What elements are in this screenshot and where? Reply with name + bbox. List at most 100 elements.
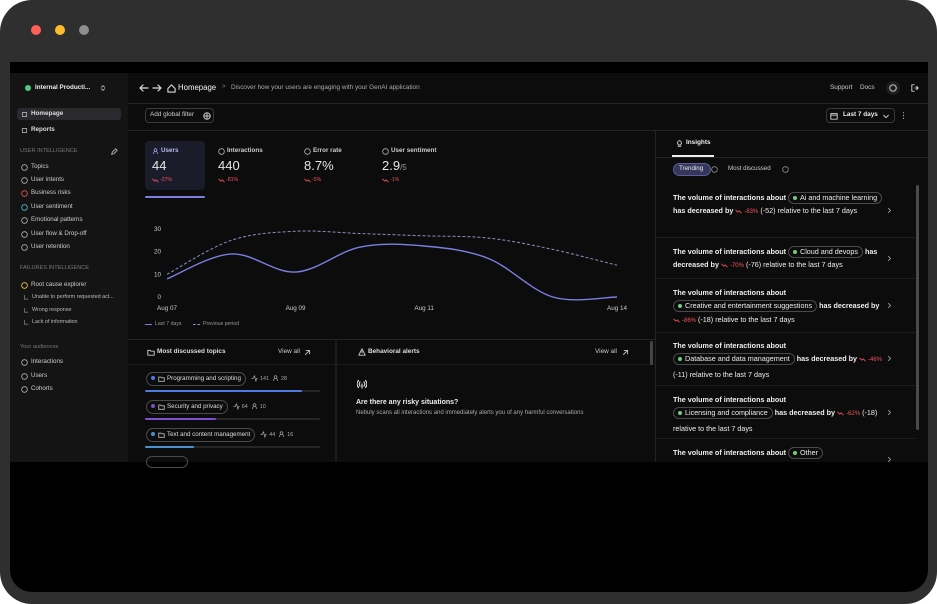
workspace-switch-shape <box>100 85 106 91</box>
insight-verb: has decreased by <box>796 354 858 364</box>
item-icon <box>21 203 28 211</box>
topics-view-all[interactable]: View all <box>278 347 300 355</box>
topic-chip[interactable]: Programming and scripting <box>146 372 246 386</box>
sidebar-item[interactable]: Wrong response <box>32 307 72 314</box>
metric-icon-shape <box>382 147 389 155</box>
alerts-view-all[interactable]: View all <box>595 347 617 355</box>
item-icon-shape <box>21 358 28 366</box>
topic-name: Licensing and compliance <box>685 408 768 418</box>
users-icon <box>251 403 257 409</box>
chevron <box>888 302 891 308</box>
delta-arrow <box>152 178 159 182</box>
topics-title: Most discussed topics <box>157 347 226 355</box>
add-filter-button[interactable] <box>145 108 214 123</box>
metric-label[interactable]: Interactions <box>227 146 263 154</box>
workspace-name[interactable]: Internal Producti... <box>35 83 91 91</box>
dropdown-icon-shape <box>883 114 889 118</box>
topic-chip[interactable]: Security and privacy <box>146 400 228 414</box>
nav-item[interactable]: Homepage <box>31 109 64 117</box>
topic-interactions: 44 <box>269 432 276 438</box>
delta-arrow <box>859 357 866 362</box>
breadcrumb-page[interactable]: Homepage <box>178 82 217 92</box>
users-icon-shape <box>251 403 257 409</box>
item-icon <box>21 216 28 224</box>
insight-item[interactable]: The volume of interactions about Ai and … <box>673 191 885 220</box>
sidebar-item[interactable]: User retention <box>31 242 70 250</box>
topic-users: 16 <box>287 432 294 438</box>
sidebar-item[interactable]: User intents <box>31 175 65 183</box>
support-link[interactable]: Support <box>830 83 853 91</box>
sidebar-item[interactable]: Topics <box>31 162 49 170</box>
topic-chip[interactable]: Text and content management <box>146 428 256 442</box>
metric-delta: -81% <box>226 176 239 183</box>
docs-link[interactable]: Docs <box>860 83 875 91</box>
item-icon <box>21 176 28 184</box>
delta-arrow-shape <box>721 263 728 268</box>
topic-name: Cloud and devops <box>800 247 858 256</box>
info-icon <box>782 166 789 173</box>
metric-label[interactable]: Users <box>161 146 179 154</box>
delta-arrow-shape <box>859 357 866 362</box>
topic-bar <box>145 390 303 392</box>
sidebar-item[interactable]: Root cause explorer <box>31 280 87 288</box>
change-value: -83% <box>744 209 759 216</box>
metric-card-active[interactable] <box>145 141 205 190</box>
insight-tail: relative to the last 7 days <box>715 314 795 324</box>
insight-verb: has decreased by <box>673 206 734 216</box>
metric-delta: -5% <box>312 176 322 183</box>
sidebar-item[interactable]: Business risks <box>31 188 71 196</box>
settings-button[interactable] <box>886 81 900 95</box>
insight-item[interactable]: The volume of interactions about Other <box>673 446 885 459</box>
insight-item[interactable]: The volume of interactions about Creativ… <box>673 286 885 328</box>
sidebar-item[interactable]: Interactions <box>31 357 63 365</box>
alerts-text: Nebuly scans all interactions and immedi… <box>356 410 584 417</box>
item-icon-shape <box>21 243 28 251</box>
sidebar-item[interactable]: Unable to perform requested act... <box>32 294 114 301</box>
x-tick-label: Aug 14 <box>607 305 627 312</box>
metric-label[interactable]: User sentiment <box>391 146 437 154</box>
item-icon-shape <box>21 203 28 211</box>
metric-label[interactable]: Error rate <box>313 146 342 154</box>
date-range-button[interactable] <box>826 108 895 123</box>
filter-most-discussed[interactable]: Most discussed <box>728 165 771 173</box>
calendar-icon-shape <box>830 112 838 120</box>
sidebar-item[interactable]: Lack of information <box>32 319 78 326</box>
y-tick-label: 10 <box>154 271 162 278</box>
back-arrow <box>139 84 149 92</box>
insight-item[interactable]: The volume of interactions about Cloud a… <box>673 245 885 274</box>
trending-pill[interactable] <box>673 163 711 176</box>
tree-connector-shape <box>23 319 29 325</box>
delta-arrow-shape <box>837 411 844 416</box>
sidebar-item[interactable]: User sentiment <box>31 202 73 210</box>
tree-connector-shape <box>23 294 29 300</box>
change-value: -86% <box>682 317 697 324</box>
chevron <box>888 207 891 213</box>
item-icon <box>21 372 28 380</box>
item-icon <box>21 385 28 393</box>
item-icon <box>21 358 28 366</box>
insights-tab[interactable]: Insights <box>686 138 711 146</box>
legend-label: Previous period <box>203 321 240 328</box>
topic-name: Other <box>800 448 818 457</box>
topic-dot <box>793 196 798 201</box>
main-area <box>128 73 928 462</box>
insight-item[interactable]: The volume of interactions about Databas… <box>673 339 885 381</box>
sidebar-item[interactable]: Cohorts <box>31 384 53 392</box>
metric-number: 44 <box>152 158 167 173</box>
sidebar-item[interactable]: Users <box>31 371 48 379</box>
chevron-shape <box>888 302 891 308</box>
insight-item[interactable]: The volume of interactions about Licensi… <box>673 393 885 435</box>
topic-bar <box>145 418 217 420</box>
line-chart: 0 10 20 30 Aug 07 Aug 09 Aug 11 Aug 14 <box>154 226 627 312</box>
section-title: FAILURES INTELLIGENCE <box>20 265 90 272</box>
insight-tail: relative to the last 7 days <box>777 206 858 216</box>
nav-item[interactable]: Reports <box>31 125 55 133</box>
delta-arrow <box>673 318 680 322</box>
sidebar-item[interactable]: User flow & Drop-off <box>31 229 87 237</box>
divider <box>655 157 928 158</box>
insight-topic: Creative and entertainment suggestions <box>673 300 818 313</box>
delta-arrow <box>382 178 389 182</box>
y-tick-label: 30 <box>154 226 162 233</box>
users-icon-shape <box>272 375 278 381</box>
sidebar-item[interactable]: Emotional patterns <box>31 215 83 223</box>
